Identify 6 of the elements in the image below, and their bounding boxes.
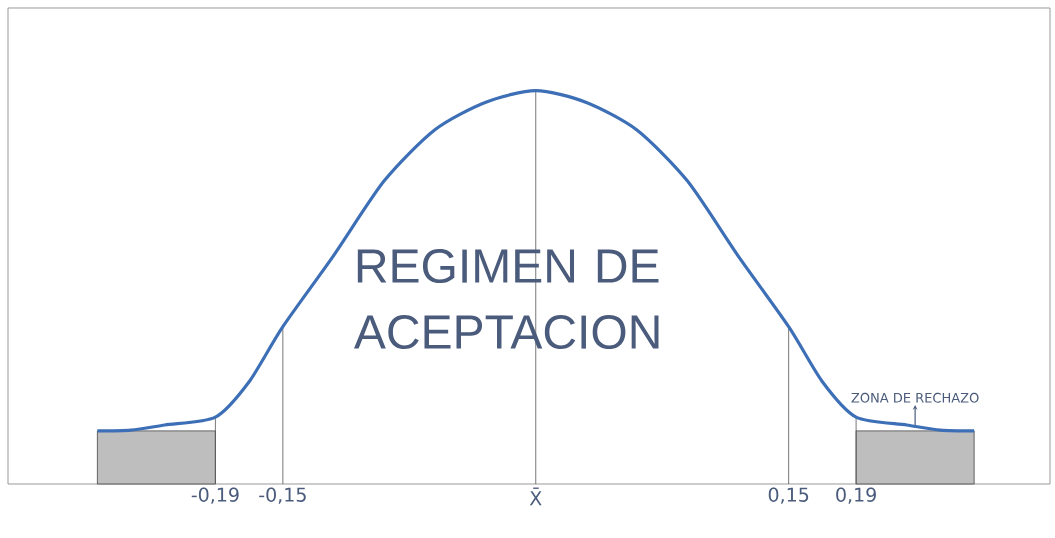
x-tick-label: 0,19 [836,487,876,504]
band-label: ZONA DE RECHAZO [851,392,979,403]
x-tick-label: 0,15 [768,487,809,504]
x-tick-label: -0,19 [191,487,239,504]
x-tick-label: -0,15 [259,487,306,504]
x-tick-label: X̄ [529,487,542,506]
